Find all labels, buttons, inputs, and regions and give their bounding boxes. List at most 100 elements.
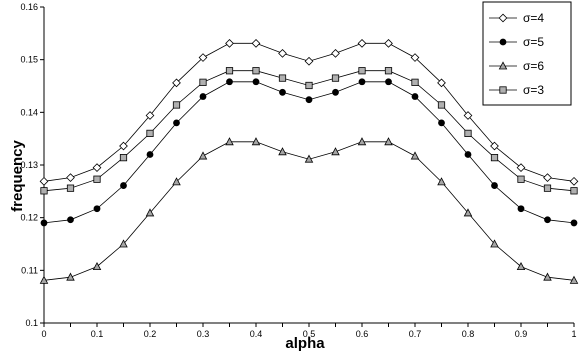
- x-tick-label: 0.1: [91, 329, 104, 339]
- data-point: [438, 119, 445, 127]
- data-point: [66, 184, 75, 192]
- data-point: [279, 88, 286, 96]
- y-tick-label: 0.12: [20, 213, 38, 223]
- data-point: [278, 147, 287, 156]
- data-point: [199, 78, 207, 86]
- y-tick-label: 0.11: [21, 265, 38, 275]
- x-tick-label: 0.4: [250, 329, 263, 339]
- data-point: [278, 74, 287, 82]
- data-point: [331, 74, 340, 82]
- data-point: [66, 173, 75, 183]
- data-point: [517, 205, 525, 213]
- data-point: [225, 67, 234, 75]
- data-point: [437, 101, 446, 109]
- legend-entry: σ=3: [489, 83, 544, 97]
- data-point: [569, 176, 579, 186]
- data-point: [516, 163, 526, 172]
- data-point: [145, 208, 155, 217]
- data-point: [40, 187, 48, 195]
- data-point: [543, 272, 552, 281]
- data-point: [490, 154, 499, 162]
- data-point: [304, 56, 314, 66]
- series-lines: [39, 38, 579, 284]
- data-point: [385, 78, 392, 86]
- legend-label: σ=6: [523, 59, 544, 73]
- data-point: [384, 67, 393, 75]
- x-tick-label: 0: [41, 329, 46, 339]
- data-point: [384, 38, 393, 48]
- data-point: [357, 38, 367, 48]
- data-point: [305, 81, 313, 90]
- data-point: [39, 176, 49, 186]
- data-point: [146, 129, 154, 137]
- x-tick-label: 0.7: [409, 329, 422, 339]
- data-point: [358, 78, 366, 86]
- data-point: [464, 129, 472, 137]
- data-point: [570, 187, 578, 195]
- data-point: [39, 275, 49, 284]
- data-point: [357, 137, 367, 146]
- data-point: [146, 151, 154, 158]
- data-point: [410, 151, 420, 160]
- data-point: [411, 93, 419, 100]
- data-point: [66, 272, 75, 281]
- data-point: [119, 239, 128, 248]
- data-point: [437, 177, 446, 186]
- legend-label: σ=4: [523, 11, 544, 25]
- data-point: [543, 173, 552, 183]
- data-point: [226, 78, 233, 86]
- data-point: [120, 182, 127, 189]
- x-tick-label: 0.9: [515, 329, 528, 339]
- legend-label: σ=3: [523, 83, 544, 97]
- x-tick-label: 1: [571, 329, 576, 339]
- data-point: [516, 261, 526, 271]
- data-point: [544, 216, 551, 224]
- x-axis-label: alpha: [285, 335, 325, 352]
- data-point: [305, 96, 313, 104]
- data-point: [463, 111, 473, 120]
- legend-marker: [499, 38, 507, 46]
- data-point: [411, 78, 419, 86]
- data-point: [119, 154, 128, 162]
- data-point: [225, 38, 234, 48]
- data-point: [569, 275, 579, 284]
- data-point: [173, 119, 180, 127]
- series-1: [39, 38, 579, 186]
- y-tick-label: 0.13: [20, 160, 38, 170]
- data-point: [437, 78, 446, 88]
- y-tick-label: 0.15: [20, 55, 38, 65]
- y-axis-label: frequency: [9, 140, 26, 212]
- data-point: [252, 78, 260, 86]
- x-tick-label: 0.2: [144, 329, 157, 339]
- data-point: [198, 53, 208, 62]
- data-point: [92, 261, 102, 271]
- data-point: [40, 219, 48, 227]
- data-point: [67, 216, 74, 224]
- data-point: [570, 219, 578, 227]
- data-point: [199, 93, 207, 100]
- y-tick-label: 0.1: [25, 318, 38, 328]
- data-point: [384, 137, 393, 146]
- x-tick-label: 0.3: [197, 329, 210, 339]
- data-point: [358, 67, 366, 75]
- data-point: [198, 151, 208, 160]
- tick-labels: 0.10.110.120.130.140.150.160 0.1 0.2 0.3 0.4…: [20, 2, 576, 339]
- data-point: [491, 182, 498, 189]
- data-point: [410, 53, 420, 62]
- legend-marker: [498, 13, 508, 23]
- data-point: [464, 151, 472, 158]
- data-point: [332, 88, 339, 96]
- data-point: [92, 163, 102, 172]
- data-point: [172, 101, 181, 109]
- series-4: [40, 67, 578, 195]
- series-3: [39, 137, 579, 284]
- series-2: [40, 78, 578, 227]
- data-point: [251, 38, 261, 48]
- data-point: [331, 147, 340, 156]
- legend-entry: σ=6: [489, 59, 544, 73]
- x-tick-label: 0.8: [462, 329, 475, 339]
- y-tick-label: 0.16: [20, 2, 38, 12]
- data-point: [304, 154, 314, 163]
- y-tick-label: 0.14: [20, 107, 38, 117]
